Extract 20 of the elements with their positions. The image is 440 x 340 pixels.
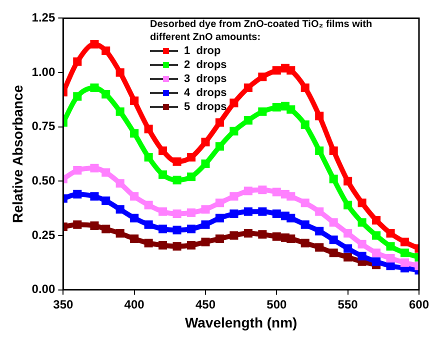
y-axis-title: Relative Absorbance bbox=[9, 84, 26, 223]
x-axis-title: Wavelength (nm) bbox=[184, 314, 298, 330]
x-tick-label: 550 bbox=[338, 297, 358, 312]
x-tick-label: 600 bbox=[408, 297, 430, 312]
y-tick-label: 1.00 bbox=[32, 64, 56, 79]
y-tick-label: 0.25 bbox=[32, 228, 56, 242]
legend-title: Desorbed dye from ZnO-coated TiO₂ films with different ZnO amounts: bbox=[150, 18, 374, 44]
legend-label: 1 drop bbox=[184, 44, 221, 58]
y-tick-label: 0.75 bbox=[32, 119, 56, 134]
x-tick-label: 400 bbox=[124, 297, 145, 312]
x-tick-label: 500 bbox=[266, 297, 287, 312]
legend-label: 4 drops bbox=[184, 86, 227, 100]
y-tick-label: 0.50 bbox=[32, 173, 56, 188]
legend-label: 3 drops bbox=[184, 72, 227, 86]
x-tick-label: 350 bbox=[53, 297, 74, 312]
y-tick-label: 1.25 bbox=[32, 10, 56, 25]
x-tick-label: 450 bbox=[195, 297, 216, 312]
legend-label: 5 drops bbox=[184, 100, 227, 114]
y-tick-label: 0.00 bbox=[32, 282, 56, 296]
legend-label: 2 drops bbox=[184, 58, 227, 72]
